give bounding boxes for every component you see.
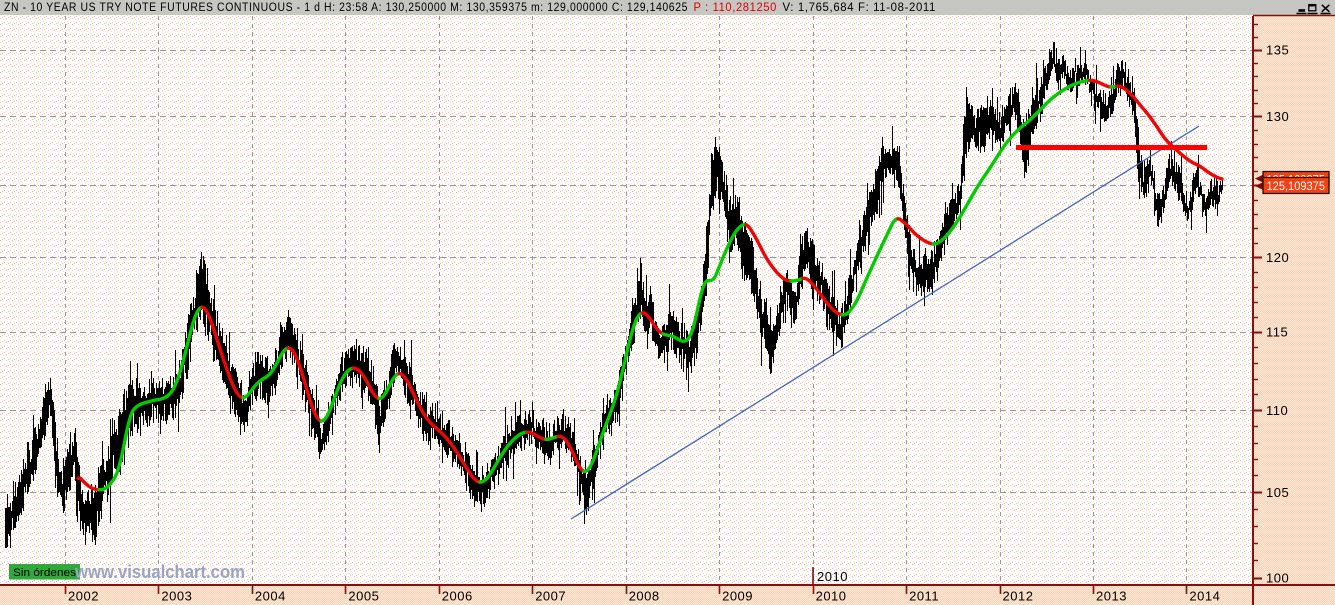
svg-text:100: 100	[1266, 571, 1289, 586]
svg-text:V: 1,765,684 F: 11-08-2011: V: 1,765,684 F: 11-08-2011	[783, 2, 937, 14]
svg-text:2004: 2004	[255, 589, 286, 604]
svg-text:2003: 2003	[161, 589, 192, 604]
svg-text:2007: 2007	[535, 589, 566, 604]
svg-text:125,109375: 125,109375	[1267, 173, 1326, 187]
svg-text:125,109375: 125,109375	[1267, 179, 1326, 193]
svg-text:2009: 2009	[722, 589, 753, 604]
svg-text:2005: 2005	[348, 589, 379, 604]
svg-text:2002: 2002	[68, 589, 99, 604]
svg-text:2008: 2008	[629, 589, 660, 604]
svg-text:130: 130	[1266, 109, 1289, 124]
svg-text:120: 120	[1266, 250, 1289, 265]
svg-text:2012: 2012	[1003, 589, 1034, 604]
svg-text:www.visualchart.com: www.visualchart.com	[74, 561, 245, 582]
svg-text:Sin órdenes: Sin órdenes	[13, 567, 77, 579]
svg-text:ZN - 10 YEAR US TRY NOTE FUTUR: ZN - 10 YEAR US TRY NOTE FUTURES CONTINU…	[4, 2, 688, 14]
svg-text:110: 110	[1266, 403, 1288, 418]
svg-text:105: 105	[1266, 485, 1289, 500]
svg-text:2010: 2010	[817, 569, 848, 584]
svg-text:2013: 2013	[1096, 589, 1127, 604]
svg-text:2011: 2011	[909, 589, 939, 604]
svg-text:2014: 2014	[1189, 589, 1220, 604]
svg-text:115: 115	[1266, 325, 1288, 340]
svg-text:2006: 2006	[442, 589, 473, 604]
svg-text:135: 135	[1266, 43, 1289, 58]
svg-text:P : 110,281250: P : 110,281250	[694, 2, 778, 14]
svg-text:2010: 2010	[816, 589, 847, 604]
